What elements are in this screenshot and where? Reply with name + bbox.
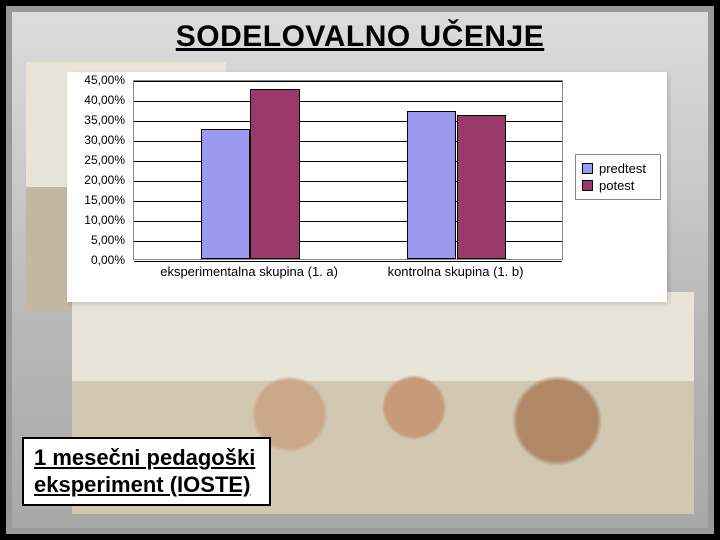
caption-line-1: 1 mesečni pedagoški — [34, 445, 255, 471]
y-tick-label: 15,00% — [84, 193, 125, 207]
y-tick-label: 30,00% — [84, 133, 125, 147]
y-tick-label: 0,00% — [91, 253, 125, 267]
y-axis-labels: 0,00%5,00%10,00%15,00%20,00%25,00%30,00%… — [67, 80, 129, 260]
y-tick-label: 5,00% — [91, 233, 125, 247]
legend-label: potest — [599, 178, 634, 193]
bar-potest — [250, 89, 299, 259]
legend-label: predtest — [599, 161, 646, 176]
y-tick-label: 20,00% — [84, 173, 125, 187]
bar-potest — [457, 115, 506, 259]
caption-line-2: eksperiment (IOSTE) — [34, 472, 255, 498]
outer-frame: SODELOVALNO UČENJE 0,00% 5,00% 10,00% 15,00… — [6, 6, 714, 534]
legend-swatch — [582, 180, 593, 191]
gridline — [134, 81, 562, 82]
chart-plot-area — [133, 80, 563, 260]
y-tick-label: 45,00% — [84, 73, 125, 87]
legend-item: predtest — [582, 161, 654, 176]
x-tick-label: eksperimentalna skupina (1. a) — [160, 264, 338, 279]
caption-box: 1 mesečni pedagoški eksperiment (IOSTE) — [22, 437, 271, 506]
slide-title: SODELOVALNO UČENJE — [12, 20, 708, 54]
legend-item: potest — [582, 178, 654, 193]
chart-legend: predtest potest — [575, 154, 661, 200]
legend-swatch — [582, 163, 593, 174]
bar-predtest — [201, 129, 250, 259]
y-tick-label: 40,00% — [84, 93, 125, 107]
y-tick-label: 10,00% — [84, 213, 125, 227]
gridline — [134, 101, 562, 102]
x-tick-label: kontrolna skupina (1. b) — [388, 264, 524, 279]
y-tick-label: 35,00% — [84, 113, 125, 127]
y-tick-label: 25,00% — [84, 153, 125, 167]
slide-background: SODELOVALNO UČENJE 0,00% 5,00% 10,00% 15,00… — [12, 12, 708, 528]
x-axis-labels: eksperimentalna skupina (1. a) kontrolna … — [133, 264, 563, 294]
chart-card: 0,00% 5,00% 10,00% 15,00% 20,00% 25,00% 30,00%… — [67, 72, 667, 302]
gridline — [134, 261, 562, 262]
bar-predtest — [407, 111, 456, 259]
